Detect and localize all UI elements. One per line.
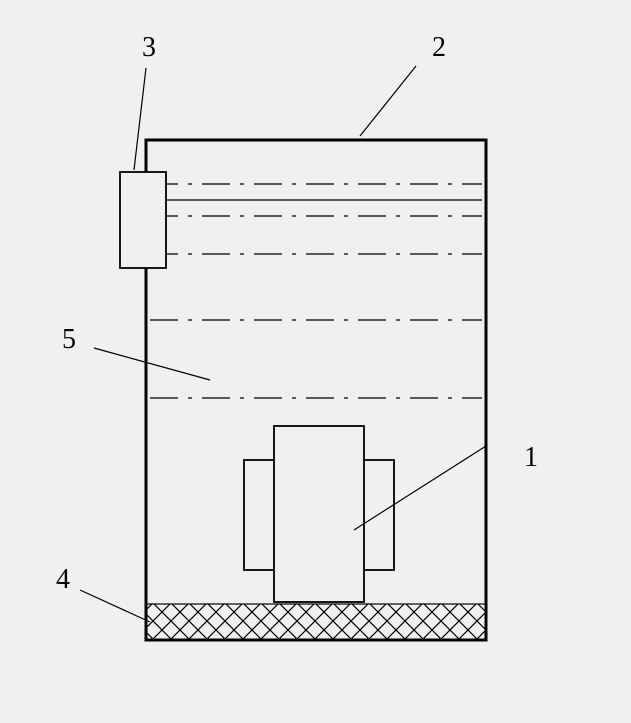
diagram-layer: 1 2 3 4 5 (56, 32, 538, 640)
leader-4 (80, 590, 150, 622)
label-5: 5 (62, 324, 76, 355)
leader-5 (94, 348, 210, 380)
diagram-svg: 1 2 3 4 5 (0, 0, 631, 723)
leader-3 (134, 68, 146, 170)
inner-tall-box (274, 426, 364, 602)
label-3: 3 (142, 32, 156, 63)
side-box (120, 172, 166, 268)
label-1: 1 (524, 442, 538, 473)
label-4: 4 (56, 564, 70, 595)
label-2: 2 (432, 32, 446, 63)
leader-2 (360, 66, 416, 136)
hatch-band (146, 604, 486, 640)
